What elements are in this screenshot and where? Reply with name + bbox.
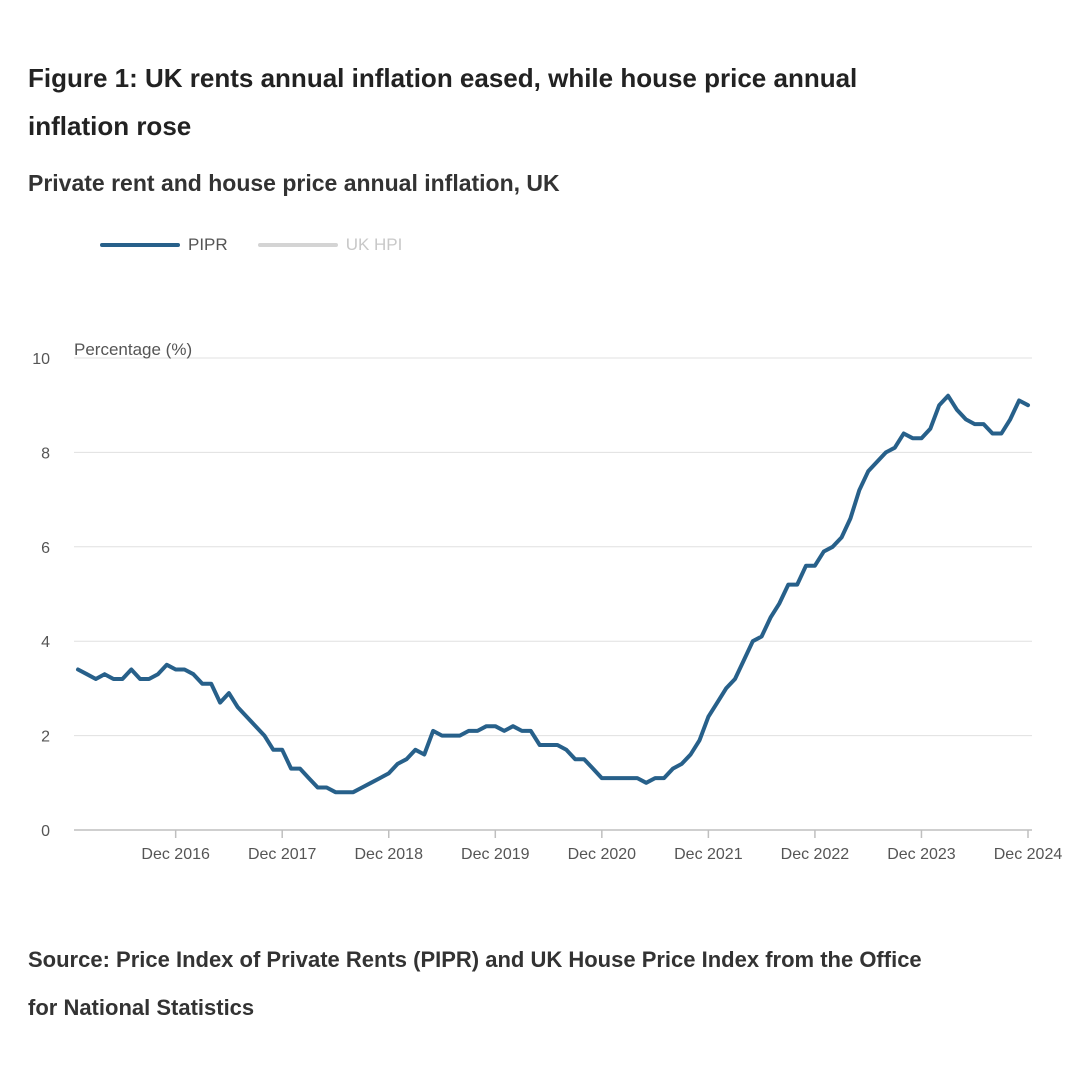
y-tick-label: 6	[41, 540, 50, 557]
y-tick-label: 0	[41, 823, 50, 840]
x-tick-label: Dec 2024	[994, 846, 1063, 863]
x-tick-label: Dec 2016	[141, 846, 210, 863]
grid-lines	[74, 357, 1032, 737]
legend-item-uk-hpi[interactable]: UK HPI	[257, 235, 403, 255]
y-tick-label: 8	[41, 445, 50, 462]
y-tick-label: 4	[41, 634, 50, 651]
y-tick-label: 2	[41, 729, 50, 746]
legend-swatch-pipr	[100, 243, 180, 247]
legend-item-pipr[interactable]: PIPR	[100, 235, 228, 255]
x-tick-label: Dec 2020	[568, 846, 637, 863]
series-layer	[76, 393, 1030, 795]
x-tick-label: Dec 2019	[461, 846, 530, 863]
chart-title: Figure 1: UK rents annual inflation ease…	[28, 63, 858, 141]
legend-swatch-uk-hpi	[257, 243, 338, 247]
y-axis-label: Percentage (%)	[74, 340, 192, 359]
legend: PIPR UK HPI	[100, 232, 402, 258]
y-tick-label: 10	[32, 351, 50, 368]
legend-label-pipr: PIPR	[188, 235, 228, 254]
x-tick-label: Dec 2021	[674, 846, 743, 863]
x-tick-label: Dec 2022	[781, 846, 850, 863]
x-axis-ticks: Dec 2016 Dec 2017 Dec 2018 Dec 2019 Dec 2020…	[141, 830, 1062, 863]
legend-label-uk-hpi: UK HPI	[345, 235, 403, 254]
x-tick-label: Dec 2018	[354, 846, 423, 863]
x-tick-label: Dec 2023	[887, 846, 956, 863]
source-note: Source: Price Index of Private Rents (PI…	[28, 947, 922, 1020]
y-axis-ticks: 0 2 4 6 8 10	[32, 351, 50, 840]
chart-subtitle: Private rent and house price annual infl…	[28, 170, 560, 196]
x-tick-label: Dec 2017	[248, 846, 317, 863]
series-line-pipr[interactable]	[76, 393, 1030, 795]
